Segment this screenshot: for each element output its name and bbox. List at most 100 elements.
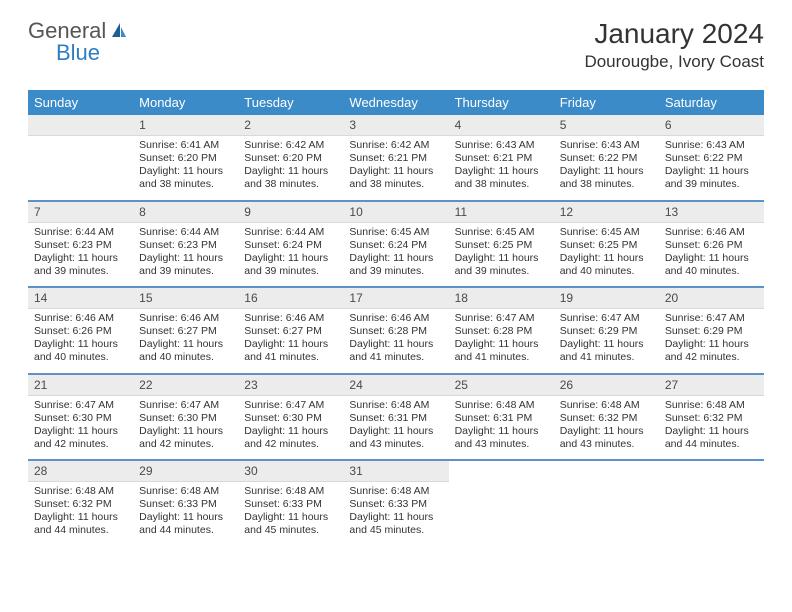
calendar-day-cell: 9Sunrise: 6:44 AMSunset: 6:24 PMDaylight…: [238, 202, 343, 288]
day-details: Sunrise: 6:43 AMSunset: 6:22 PMDaylight:…: [554, 136, 659, 200]
day-number: 20: [659, 288, 764, 309]
logo-word-blue: Blue: [56, 40, 100, 65]
calendar-table: SundayMondayTuesdayWednesdayThursdayFrid…: [28, 90, 764, 546]
calendar-day-cell: 26Sunrise: 6:48 AMSunset: 6:32 PMDayligh…: [554, 375, 659, 461]
logo-sail-icon: [110, 21, 128, 44]
calendar-day-cell: 22Sunrise: 6:47 AMSunset: 6:30 PMDayligh…: [133, 375, 238, 461]
calendar-day-cell: 6Sunrise: 6:43 AMSunset: 6:22 PMDaylight…: [659, 115, 764, 201]
day-details: Sunrise: 6:45 AMSunset: 6:25 PMDaylight:…: [449, 223, 554, 287]
day-details: Sunrise: 6:48 AMSunset: 6:32 PMDaylight:…: [28, 482, 133, 546]
day-number: 16: [238, 288, 343, 309]
day-number: 17: [343, 288, 448, 309]
calendar-week-row: 21Sunrise: 6:47 AMSunset: 6:30 PMDayligh…: [28, 375, 764, 461]
day-number: 30: [238, 461, 343, 482]
day-number: 1: [133, 115, 238, 136]
day-number: 12: [554, 202, 659, 223]
calendar-day-cell: 30Sunrise: 6:48 AMSunset: 6:33 PMDayligh…: [238, 461, 343, 546]
calendar-week-row: 1Sunrise: 6:41 AMSunset: 6:20 PMDaylight…: [28, 115, 764, 201]
day-number: 5: [554, 115, 659, 136]
calendar-day-cell: [449, 461, 554, 546]
day-details: Sunrise: 6:43 AMSunset: 6:22 PMDaylight:…: [659, 136, 764, 200]
day-details: Sunrise: 6:48 AMSunset: 6:32 PMDaylight:…: [554, 396, 659, 460]
day-details: Sunrise: 6:47 AMSunset: 6:29 PMDaylight:…: [659, 309, 764, 373]
calendar-day-cell: 17Sunrise: 6:46 AMSunset: 6:28 PMDayligh…: [343, 288, 448, 374]
calendar-day-cell: [659, 461, 764, 546]
day-number: 6: [659, 115, 764, 136]
calendar-day-cell: 13Sunrise: 6:46 AMSunset: 6:26 PMDayligh…: [659, 202, 764, 288]
day-details: Sunrise: 6:46 AMSunset: 6:26 PMDaylight:…: [659, 223, 764, 287]
day-details: Sunrise: 6:44 AMSunset: 6:23 PMDaylight:…: [133, 223, 238, 287]
day-number: 15: [133, 288, 238, 309]
calendar-day-cell: 2Sunrise: 6:42 AMSunset: 6:20 PMDaylight…: [238, 115, 343, 201]
day-number: 21: [28, 375, 133, 396]
calendar-day-cell: 3Sunrise: 6:42 AMSunset: 6:21 PMDaylight…: [343, 115, 448, 201]
day-number: 29: [133, 461, 238, 482]
calendar-day-cell: 23Sunrise: 6:47 AMSunset: 6:30 PMDayligh…: [238, 375, 343, 461]
calendar-day-cell: 25Sunrise: 6:48 AMSunset: 6:31 PMDayligh…: [449, 375, 554, 461]
day-details: Sunrise: 6:47 AMSunset: 6:29 PMDaylight:…: [554, 309, 659, 373]
calendar-day-cell: 12Sunrise: 6:45 AMSunset: 6:25 PMDayligh…: [554, 202, 659, 288]
logo-line2: Blue: [28, 40, 100, 66]
calendar-day-cell: 5Sunrise: 6:43 AMSunset: 6:22 PMDaylight…: [554, 115, 659, 201]
calendar-day-cell: 19Sunrise: 6:47 AMSunset: 6:29 PMDayligh…: [554, 288, 659, 374]
day-details: Sunrise: 6:48 AMSunset: 6:33 PMDaylight:…: [133, 482, 238, 546]
calendar-day-cell: 11Sunrise: 6:45 AMSunset: 6:25 PMDayligh…: [449, 202, 554, 288]
weekday-header: Saturday: [659, 90, 764, 115]
calendar-day-cell: 16Sunrise: 6:46 AMSunset: 6:27 PMDayligh…: [238, 288, 343, 374]
day-number: 22: [133, 375, 238, 396]
day-details: Sunrise: 6:42 AMSunset: 6:20 PMDaylight:…: [238, 136, 343, 200]
calendar-day-cell: 1Sunrise: 6:41 AMSunset: 6:20 PMDaylight…: [133, 115, 238, 201]
day-number: 10: [343, 202, 448, 223]
day-number: 4: [449, 115, 554, 136]
page-header: General January 2024 Dourougbe, Ivory Co…: [28, 18, 764, 72]
calendar-day-cell: 10Sunrise: 6:45 AMSunset: 6:24 PMDayligh…: [343, 202, 448, 288]
day-details: Sunrise: 6:47 AMSunset: 6:30 PMDaylight:…: [133, 396, 238, 460]
weekday-header: Thursday: [449, 90, 554, 115]
calendar-day-cell: 18Sunrise: 6:47 AMSunset: 6:28 PMDayligh…: [449, 288, 554, 374]
day-details: Sunrise: 6:43 AMSunset: 6:21 PMDaylight:…: [449, 136, 554, 200]
calendar-day-cell: 31Sunrise: 6:48 AMSunset: 6:33 PMDayligh…: [343, 461, 448, 546]
calendar-day-cell: 20Sunrise: 6:47 AMSunset: 6:29 PMDayligh…: [659, 288, 764, 374]
calendar-header-row: SundayMondayTuesdayWednesdayThursdayFrid…: [28, 90, 764, 115]
calendar-day-cell: 27Sunrise: 6:48 AMSunset: 6:32 PMDayligh…: [659, 375, 764, 461]
calendar-day-cell: 8Sunrise: 6:44 AMSunset: 6:23 PMDaylight…: [133, 202, 238, 288]
day-details: Sunrise: 6:48 AMSunset: 6:31 PMDaylight:…: [343, 396, 448, 460]
day-number: 11: [449, 202, 554, 223]
day-number-empty: [28, 115, 133, 136]
day-number: 3: [343, 115, 448, 136]
day-number: 25: [449, 375, 554, 396]
day-number: 9: [238, 202, 343, 223]
day-number: 27: [659, 375, 764, 396]
day-details: Sunrise: 6:45 AMSunset: 6:25 PMDaylight:…: [554, 223, 659, 287]
calendar-day-cell: [28, 115, 133, 201]
day-details: Sunrise: 6:48 AMSunset: 6:33 PMDaylight:…: [238, 482, 343, 546]
calendar-day-cell: 29Sunrise: 6:48 AMSunset: 6:33 PMDayligh…: [133, 461, 238, 546]
day-number: 18: [449, 288, 554, 309]
day-number: 13: [659, 202, 764, 223]
weekday-header: Monday: [133, 90, 238, 115]
day-details: Sunrise: 6:46 AMSunset: 6:27 PMDaylight:…: [238, 309, 343, 373]
month-title: January 2024: [584, 18, 764, 50]
weekday-header: Tuesday: [238, 90, 343, 115]
calendar-week-row: 14Sunrise: 6:46 AMSunset: 6:26 PMDayligh…: [28, 288, 764, 374]
calendar-day-cell: 28Sunrise: 6:48 AMSunset: 6:32 PMDayligh…: [28, 461, 133, 546]
day-details: Sunrise: 6:48 AMSunset: 6:33 PMDaylight:…: [343, 482, 448, 546]
day-number: 14: [28, 288, 133, 309]
location-label: Dourougbe, Ivory Coast: [584, 52, 764, 72]
day-details: Sunrise: 6:47 AMSunset: 6:28 PMDaylight:…: [449, 309, 554, 373]
day-number: 23: [238, 375, 343, 396]
day-details: Sunrise: 6:46 AMSunset: 6:28 PMDaylight:…: [343, 309, 448, 373]
day-details: Sunrise: 6:48 AMSunset: 6:32 PMDaylight:…: [659, 396, 764, 460]
weekday-header: Sunday: [28, 90, 133, 115]
calendar-day-cell: [554, 461, 659, 546]
calendar-week-row: 7Sunrise: 6:44 AMSunset: 6:23 PMDaylight…: [28, 202, 764, 288]
day-details: Sunrise: 6:45 AMSunset: 6:24 PMDaylight:…: [343, 223, 448, 287]
day-number: 28: [28, 461, 133, 482]
day-number: 19: [554, 288, 659, 309]
calendar-page: General January 2024 Dourougbe, Ivory Co…: [0, 0, 792, 564]
day-details: Sunrise: 6:47 AMSunset: 6:30 PMDaylight:…: [28, 396, 133, 460]
calendar-week-row: 28Sunrise: 6:48 AMSunset: 6:32 PMDayligh…: [28, 461, 764, 546]
day-details: Sunrise: 6:42 AMSunset: 6:21 PMDaylight:…: [343, 136, 448, 200]
day-number: 7: [28, 202, 133, 223]
calendar-body: 1Sunrise: 6:41 AMSunset: 6:20 PMDaylight…: [28, 115, 764, 546]
